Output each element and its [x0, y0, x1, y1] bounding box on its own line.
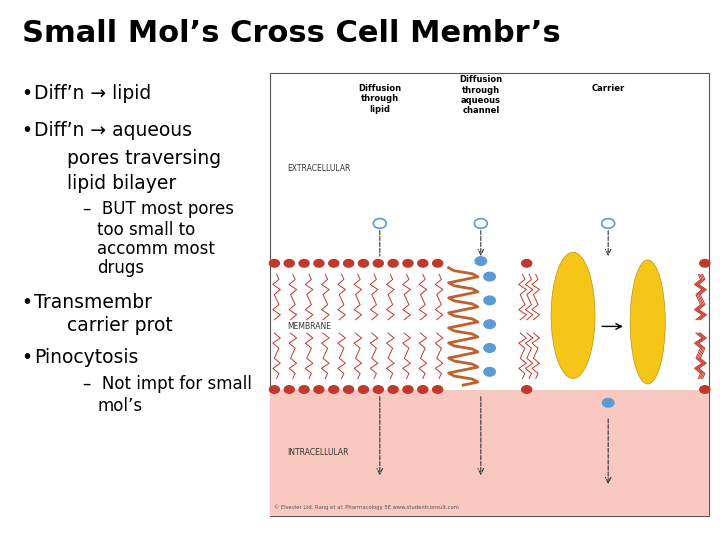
Circle shape — [388, 386, 398, 393]
Text: carrier prot: carrier prot — [67, 316, 173, 335]
Text: Transmembr: Transmembr — [34, 293, 152, 312]
Circle shape — [343, 260, 354, 267]
Circle shape — [522, 386, 532, 393]
Text: Carrier: Carrier — [592, 84, 625, 93]
Text: Small Mol’s Cross Cell Membr’s: Small Mol’s Cross Cell Membr’s — [22, 19, 560, 48]
Circle shape — [700, 386, 710, 393]
Text: pores traversing: pores traversing — [67, 148, 221, 167]
Text: © Elsevier Ltd. Rang et al: Pharmacology 5E www.studentconsult.com: © Elsevier Ltd. Rang et al: Pharmacology… — [274, 505, 459, 510]
Text: Diff’n → aqueous: Diff’n → aqueous — [34, 122, 192, 140]
Circle shape — [299, 260, 309, 267]
Text: accomm most: accomm most — [97, 240, 215, 258]
Circle shape — [269, 386, 279, 393]
Circle shape — [484, 296, 495, 305]
Bar — [270, 73, 709, 516]
Circle shape — [484, 272, 495, 281]
Circle shape — [373, 260, 383, 267]
Circle shape — [403, 386, 413, 393]
Text: •: • — [22, 122, 32, 140]
Bar — [270, 389, 709, 516]
Circle shape — [522, 260, 532, 267]
Text: •: • — [22, 348, 32, 367]
Text: •: • — [22, 293, 32, 312]
Text: Diffusion
through
lipid: Diffusion through lipid — [359, 84, 401, 114]
Text: •: • — [22, 84, 32, 103]
Circle shape — [484, 343, 495, 352]
Circle shape — [603, 399, 614, 407]
Text: Diffusion
through
aqueous
channel: Diffusion through aqueous channel — [459, 75, 503, 116]
Circle shape — [484, 368, 495, 376]
Text: too small to: too small to — [97, 221, 195, 239]
Text: Pinocytosis: Pinocytosis — [34, 348, 138, 367]
Ellipse shape — [630, 260, 665, 384]
Text: mol’s: mol’s — [97, 397, 143, 415]
Text: –  Not impt for small: – Not impt for small — [83, 375, 252, 393]
Circle shape — [314, 386, 324, 393]
Circle shape — [373, 386, 383, 393]
Circle shape — [299, 386, 309, 393]
Text: lipid bilayer: lipid bilayer — [67, 174, 176, 193]
Circle shape — [700, 260, 710, 267]
Text: INTRACELLULAR: INTRACELLULAR — [287, 448, 349, 457]
Circle shape — [359, 260, 369, 267]
Circle shape — [359, 386, 369, 393]
Circle shape — [475, 256, 487, 266]
Circle shape — [403, 260, 413, 267]
Circle shape — [284, 260, 294, 267]
Text: drugs: drugs — [97, 259, 144, 277]
Circle shape — [484, 320, 495, 328]
Circle shape — [314, 260, 324, 267]
Text: EXTRACELLULAR: EXTRACELLULAR — [287, 164, 351, 173]
Text: Diff’n → lipid: Diff’n → lipid — [34, 84, 151, 103]
Ellipse shape — [551, 252, 595, 379]
Circle shape — [329, 260, 339, 267]
Circle shape — [433, 260, 443, 267]
Circle shape — [329, 386, 339, 393]
Circle shape — [433, 386, 443, 393]
Text: –  BUT most pores: – BUT most pores — [83, 200, 234, 218]
Circle shape — [388, 260, 398, 267]
Circle shape — [269, 260, 279, 267]
Text: MEMBRANE: MEMBRANE — [287, 322, 332, 331]
Circle shape — [418, 386, 428, 393]
Circle shape — [343, 386, 354, 393]
Circle shape — [418, 260, 428, 267]
Circle shape — [284, 386, 294, 393]
